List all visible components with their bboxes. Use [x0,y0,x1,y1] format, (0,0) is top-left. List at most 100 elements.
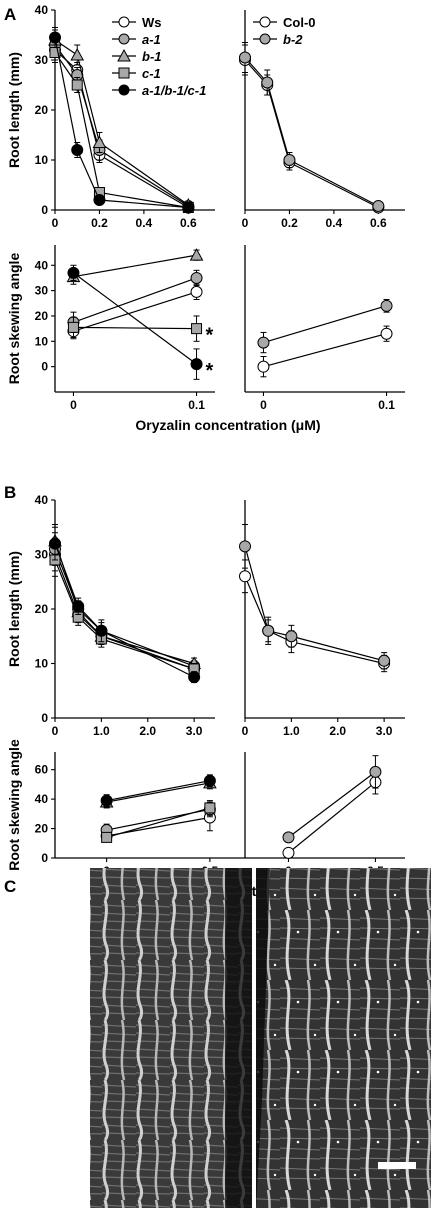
series-line [73,272,197,365]
data-point [372,200,385,212]
y-axis-label: Root skewing angle [6,739,22,871]
data-point [282,831,295,844]
y-tick-label: 0 [41,360,48,374]
y-tick-label: 30 [35,53,49,67]
legend-label: b-2 [283,32,303,47]
data-point [239,51,251,64]
series-line [54,52,189,209]
chart-A-length-right: 0 0.2 0.4 0.6 Col-0 b-2 [239,10,405,230]
data-point [285,630,298,643]
series-a-1/b-1/c-1 [100,774,216,807]
series-Col-0 [239,44,385,214]
x-tick-label: 2.0 [139,724,156,738]
series-b-2 [239,42,385,212]
series-c-1 [67,315,203,342]
data-point [261,76,274,89]
legend-marker [259,33,271,45]
data-point [95,624,108,637]
data-point [239,570,251,583]
data-point [257,360,270,373]
legend-entry: b-2 [253,32,303,47]
legend-entry: a-1 [112,32,161,47]
legend-marker [259,16,271,28]
legend-entry: a-1/b-1/c-1 [112,83,206,98]
data-point [283,154,296,166]
x-axis-label: Oryzalin concentration (μM) [135,417,320,433]
series-line [54,39,189,206]
y-tick-label: 20 [35,602,49,616]
series-line [244,546,385,662]
series-line [54,548,195,667]
x-tick-label: 3.0 [376,724,393,738]
y-tick-label: 40 [35,493,49,507]
series-line [106,782,211,803]
legend-entry: Col-0 [253,15,316,30]
series-line [263,305,387,344]
data-point [49,537,61,550]
scale-bar [378,1162,416,1169]
y-tick-label: 40 [35,258,49,272]
series-line [73,254,197,278]
legend-label: Ws [142,15,162,30]
series-b-2 [239,524,391,670]
y-tick-label: 0 [41,203,48,217]
legend-marker [118,33,130,45]
y-tick-label: 0 [41,851,48,865]
data-point [190,271,203,284]
data-point [93,194,106,206]
series-line [54,543,195,678]
series-line [54,554,195,670]
x-tick-label: 3.0 [186,724,203,738]
series-Col-0 [239,559,391,673]
y-tick-label: 0 [41,711,48,725]
y-tick-label: 10 [35,334,49,348]
series-a-1 [67,269,203,333]
legend-label: c-1 [142,66,161,81]
chart-B-length-right: 0 1.0 2.0 3.0 [239,500,405,738]
y-axis-label: Root skewing angle [6,253,22,385]
series-a-1/b-1/c-1 [49,526,201,684]
y-tick-label: 20 [35,103,49,117]
x-tick-label: 0 [70,398,77,412]
data-point [257,336,270,349]
panel-label-b: B [4,483,16,502]
y-tick-label: 40 [35,3,49,17]
series-Ws [67,283,203,340]
x-tick-label: 1.0 [93,724,110,738]
x-tick-label: 2.0 [329,724,346,738]
legend-marker [118,67,130,79]
x-tick-label: 0 [242,216,249,230]
significance-asterisk: * [206,325,214,347]
data-point [282,846,295,859]
data-point [369,765,382,778]
x-tick-label: 0.6 [370,216,387,230]
data-point [100,794,113,807]
series-Col-0 [282,769,382,859]
data-point [182,201,195,214]
data-point [204,802,216,814]
y-tick-label: 60 [35,763,49,777]
legend-entry: b-1 [112,48,162,64]
data-point [72,600,85,613]
y-tick-label: 30 [35,548,49,562]
data-point [190,358,203,371]
data-point [188,671,201,684]
series-line [54,44,189,207]
y-tick-label: 40 [35,792,49,806]
series-line [106,807,211,838]
y-axis-label: Root length (mm) [6,52,22,168]
legend-label: a-1/b-1/c-1 [142,83,206,98]
data-point [189,248,204,261]
series-a-1/b-1/c-1 [49,27,195,214]
data-point [262,624,275,637]
data-point [380,299,393,312]
chart-A-skew-left: 0 0.1 0 10 20 30 40 Root skewing angle * * [6,245,215,412]
series-line [288,781,376,854]
series-line [73,291,197,332]
x-tick-label: 0.4 [326,216,343,230]
data-point [71,144,84,156]
series-b-1 [99,775,217,809]
y-tick-label: 30 [35,284,49,298]
series-line [244,59,379,209]
